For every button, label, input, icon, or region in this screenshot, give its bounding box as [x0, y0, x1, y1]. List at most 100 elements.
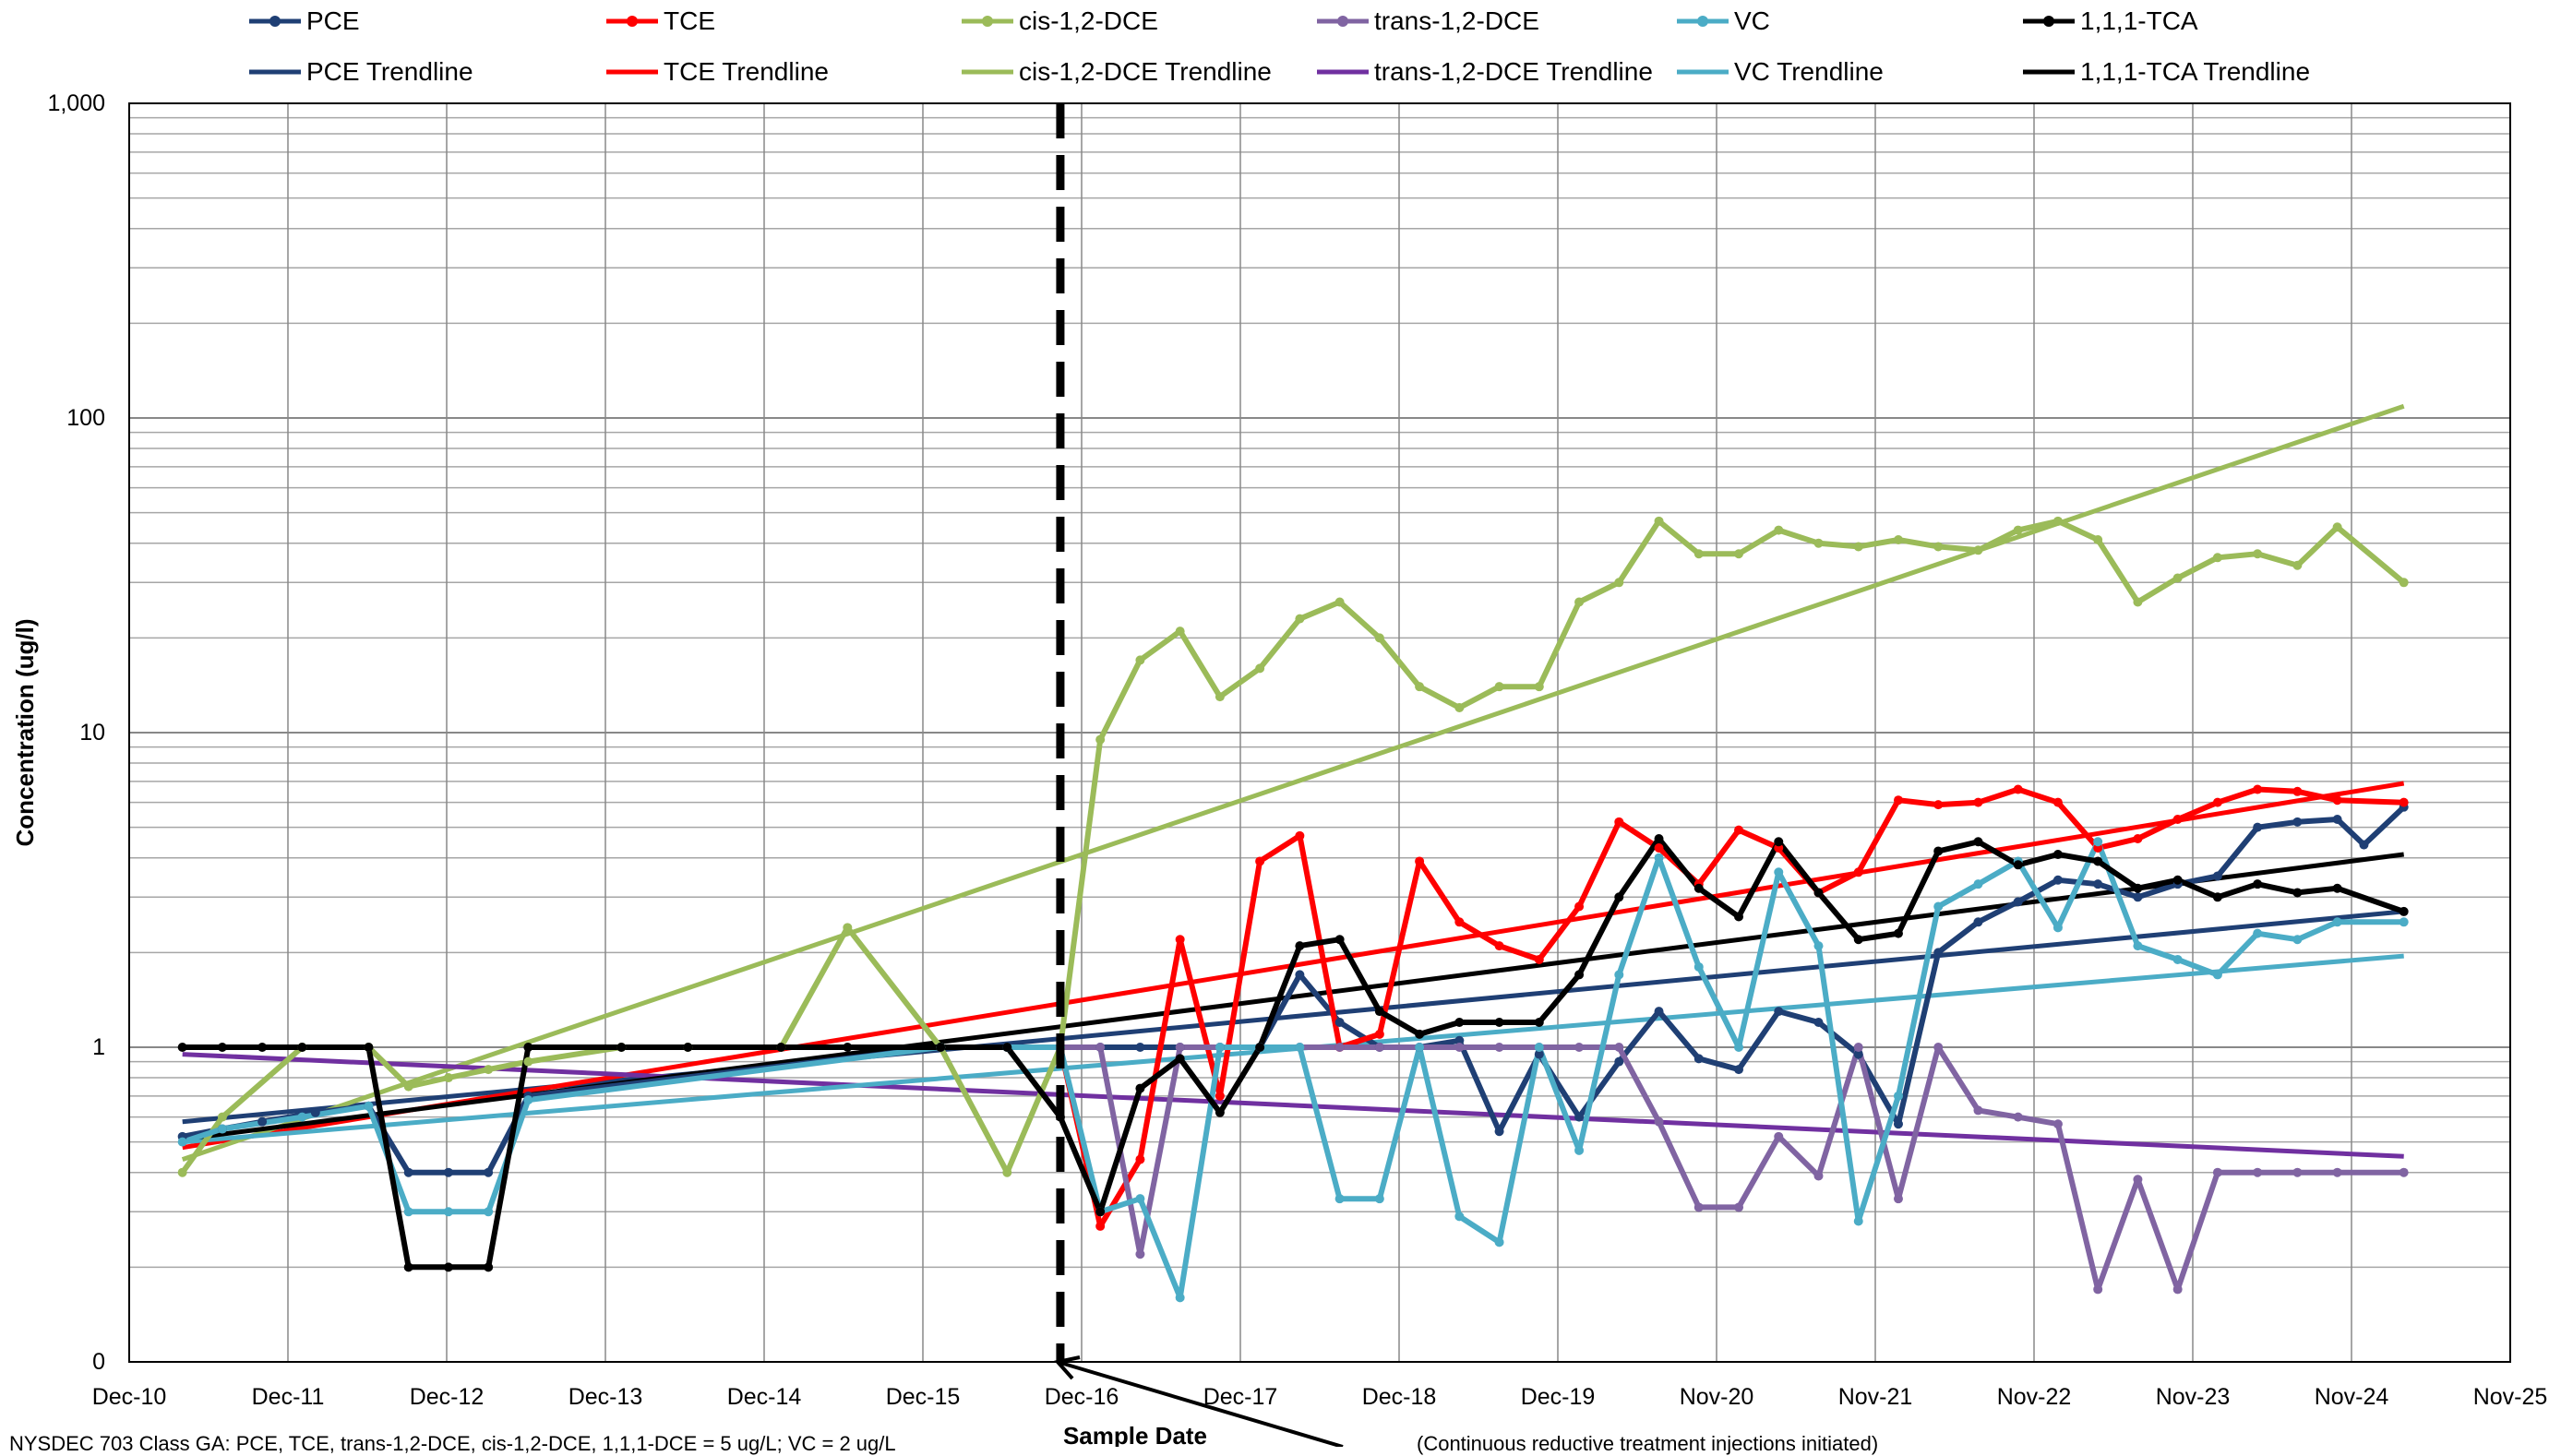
data-point-trans-1-2-dce	[1933, 1043, 1944, 1052]
data-point-vc	[364, 1101, 374, 1111]
data-point-pce	[1334, 1017, 1345, 1027]
legend-item: PCE	[247, 3, 360, 40]
data-point-pce	[1734, 1065, 1744, 1075]
data-point-trans-1-2-dce	[1853, 1043, 1863, 1052]
data-point-tce	[2332, 795, 2342, 806]
data-markers	[177, 516, 2409, 1303]
legend-swatch	[962, 69, 1013, 75]
x-tick-label: Dec-14	[727, 1384, 802, 1410]
data-point-vc	[2399, 917, 2409, 927]
data-point-trans-1-2-dce	[1813, 1171, 1824, 1181]
data-point-1-1-1-tca	[776, 1043, 786, 1052]
data-point-trans-1-2-dce	[2332, 1167, 2342, 1177]
data-point-1-1-1-tca	[1693, 883, 1704, 893]
data-point-1-1-1-tca	[1734, 912, 1744, 922]
data-point-pce	[2013, 897, 2023, 907]
legend-swatch	[1677, 69, 1729, 75]
data-point-pce	[257, 1116, 268, 1127]
data-point-pce	[1853, 1049, 1863, 1059]
data-point-vc	[2292, 935, 2303, 945]
data-point-tce	[1255, 856, 1265, 866]
legend-swatch	[1677, 16, 1729, 27]
data-point-tce	[1295, 830, 1305, 841]
data-point-trans-1-2-dce	[1973, 1105, 1983, 1116]
data-point-pce	[1295, 970, 1305, 980]
data-point-1-1-1-tca	[2172, 875, 2183, 885]
data-point-trans-1-2-dce	[1734, 1202, 1744, 1212]
data-point-cis-1-2-dce	[2212, 553, 2222, 563]
data-point-trans-1-2-dce	[2253, 1167, 2263, 1177]
data-point-vc	[217, 1124, 227, 1134]
data-point-1-1-1-tca	[523, 1043, 533, 1052]
data-point-vc	[1135, 1194, 1145, 1204]
data-point-tce	[1574, 901, 1585, 912]
x-tick-label: Nov-25	[2473, 1384, 2548, 1410]
data-point-trans-1-2-dce	[2212, 1167, 2222, 1177]
data-point-cis-1-2-dce	[217, 1112, 227, 1122]
data-point-vc	[297, 1112, 307, 1122]
data-point-cis-1-2-dce	[1255, 663, 1265, 674]
legend-swatch	[1317, 69, 1369, 75]
data-point-pce	[403, 1167, 413, 1177]
data-point-1-1-1-tca	[1494, 1017, 1504, 1027]
data-point-tce	[1734, 825, 1744, 835]
data-point-cis-1-2-dce	[1415, 682, 1425, 692]
data-point-cis-1-2-dce	[1693, 549, 1704, 559]
data-point-vc	[2133, 941, 2143, 951]
legend-item: PCE Trendline	[247, 54, 473, 90]
data-point-1-1-1-tca	[2292, 888, 2303, 898]
data-point-cis-1-2-dce	[1614, 578, 1624, 588]
data-point-cis-1-2-dce	[523, 1056, 533, 1067]
legend-label: 1,1,1-TCA	[2080, 6, 2198, 35]
data-point-vc	[1734, 1043, 1744, 1052]
data-point-trans-1-2-dce	[1893, 1194, 1903, 1204]
legend-label: TCE	[664, 6, 715, 35]
data-point-1-1-1-tca	[443, 1262, 453, 1272]
data-point-cis-1-2-dce	[1002, 1167, 1012, 1177]
x-tick-label: Nov-22	[1997, 1384, 2072, 1410]
y-tick-label: 1,000	[47, 90, 105, 116]
data-point-tce	[2133, 833, 2143, 843]
data-point-1-1-1-tca	[1454, 1017, 1465, 1027]
data-point-pce	[1494, 1127, 1504, 1137]
legend-swatch	[2023, 69, 2075, 75]
data-point-vc	[1374, 1194, 1384, 1204]
legend-item: TCE Trendline	[604, 54, 829, 90]
y-tick-label: 10	[79, 720, 105, 746]
data-point-1-1-1-tca	[2332, 883, 2342, 893]
data-point-cis-1-2-dce	[443, 1073, 453, 1083]
x-axis-tick-labels: Dec-10 Dec-11 Dec-12 Dec-13 Dec-14 Dec-15 Dec-…	[92, 1384, 2548, 1410]
data-point-1-1-1-tca	[1215, 1107, 1225, 1117]
plot-area-border	[128, 102, 2511, 1363]
data-point-vc	[2172, 954, 2183, 964]
series-line-vc	[181, 839, 2404, 1301]
legend-item: trans-1,2-DCE Trendline	[1315, 54, 1653, 90]
annotation-arrow	[1057, 1360, 1344, 1447]
data-point-vc	[1415, 1043, 1425, 1052]
data-point-cis-1-2-dce	[1334, 597, 1345, 607]
data-point-trans-1-2-dce	[2052, 1119, 2063, 1129]
data-point-pce	[1574, 1112, 1585, 1122]
data-point-pce	[2133, 892, 2143, 902]
data-point-1-1-1-tca	[1574, 970, 1585, 980]
data-point-1-1-1-tca	[403, 1262, 413, 1272]
data-point-cis-1-2-dce	[2052, 516, 2063, 526]
data-point-pce	[1973, 917, 1983, 927]
data-point-trans-1-2-dce	[1175, 1043, 1185, 1052]
data-point-trans-1-2-dce	[2133, 1175, 2143, 1185]
data-point-trans-1-2-dce	[1135, 1249, 1145, 1259]
data-point-trans-1-2-dce	[1095, 1043, 1106, 1052]
footer-standards-note: NYSDEC 703 Class GA: PCE, TCE, trans-1,2…	[9, 1432, 896, 1455]
data-point-vc	[403, 1207, 413, 1217]
data-point-pce	[2253, 822, 2263, 832]
legend-label: VC	[1734, 6, 1770, 35]
data-point-1-1-1-tca	[2212, 892, 2222, 902]
data-point-tce	[1654, 842, 1664, 853]
data-point-1-1-1-tca	[1334, 935, 1345, 945]
data-point-1-1-1-tca	[217, 1043, 227, 1052]
data-point-vc	[484, 1207, 494, 1217]
data-point-vc	[1614, 970, 1624, 980]
data-point-1-1-1-tca	[1654, 833, 1664, 843]
data-point-vc	[2253, 928, 2263, 938]
data-point-1-1-1-tca	[683, 1043, 693, 1052]
